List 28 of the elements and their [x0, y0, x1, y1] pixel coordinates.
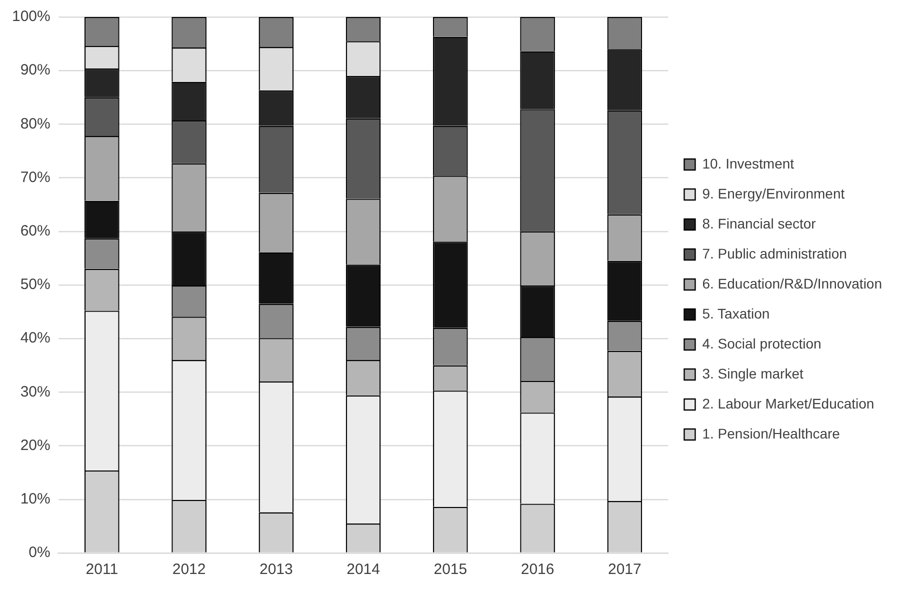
x-tick-label: 2016	[520, 561, 554, 578]
y-tick-label: 90%	[20, 62, 50, 79]
y-tick-label: 100%	[12, 8, 50, 26]
y-tick-label: 10%	[20, 490, 50, 508]
y-tick-label: 30%	[20, 383, 50, 400]
legend-label: 5. Taxation	[702, 305, 770, 322]
x-tick-label: 2013	[259, 561, 293, 578]
legend-label: 2. Labour Market/Education	[702, 395, 874, 412]
y-tick-label: 60%	[20, 222, 50, 240]
legend-label: 4. Social protection	[702, 335, 822, 352]
x-tick-label: 2014	[346, 561, 380, 578]
y-tick-label: 70%	[20, 168, 50, 186]
legend-label: 10. Investment	[702, 155, 794, 172]
legend-label: 6. Education/R&D/Innovation	[702, 275, 882, 292]
legend-label: 9. Energy/Environment	[702, 185, 845, 202]
y-tick-label: 80%	[20, 115, 50, 132]
y-tick-label: 0%	[28, 544, 50, 562]
legend-label: 3. Single market	[702, 365, 804, 382]
x-tick-label: 2012	[172, 561, 206, 578]
legend-label: 1. Pension/Healthcare	[702, 425, 840, 442]
legend-label: 8. Financial sector	[702, 215, 816, 232]
x-tick-label: 2017	[608, 561, 642, 578]
y-tick-label: 40%	[20, 330, 50, 347]
y-tick-label: 20%	[20, 436, 50, 454]
x-tick-label: 2015	[434, 561, 468, 578]
y-tick-label: 50%	[20, 276, 50, 294]
legend-label: 7. Public administration	[702, 245, 847, 262]
x-tick-label: 2011	[86, 561, 118, 578]
